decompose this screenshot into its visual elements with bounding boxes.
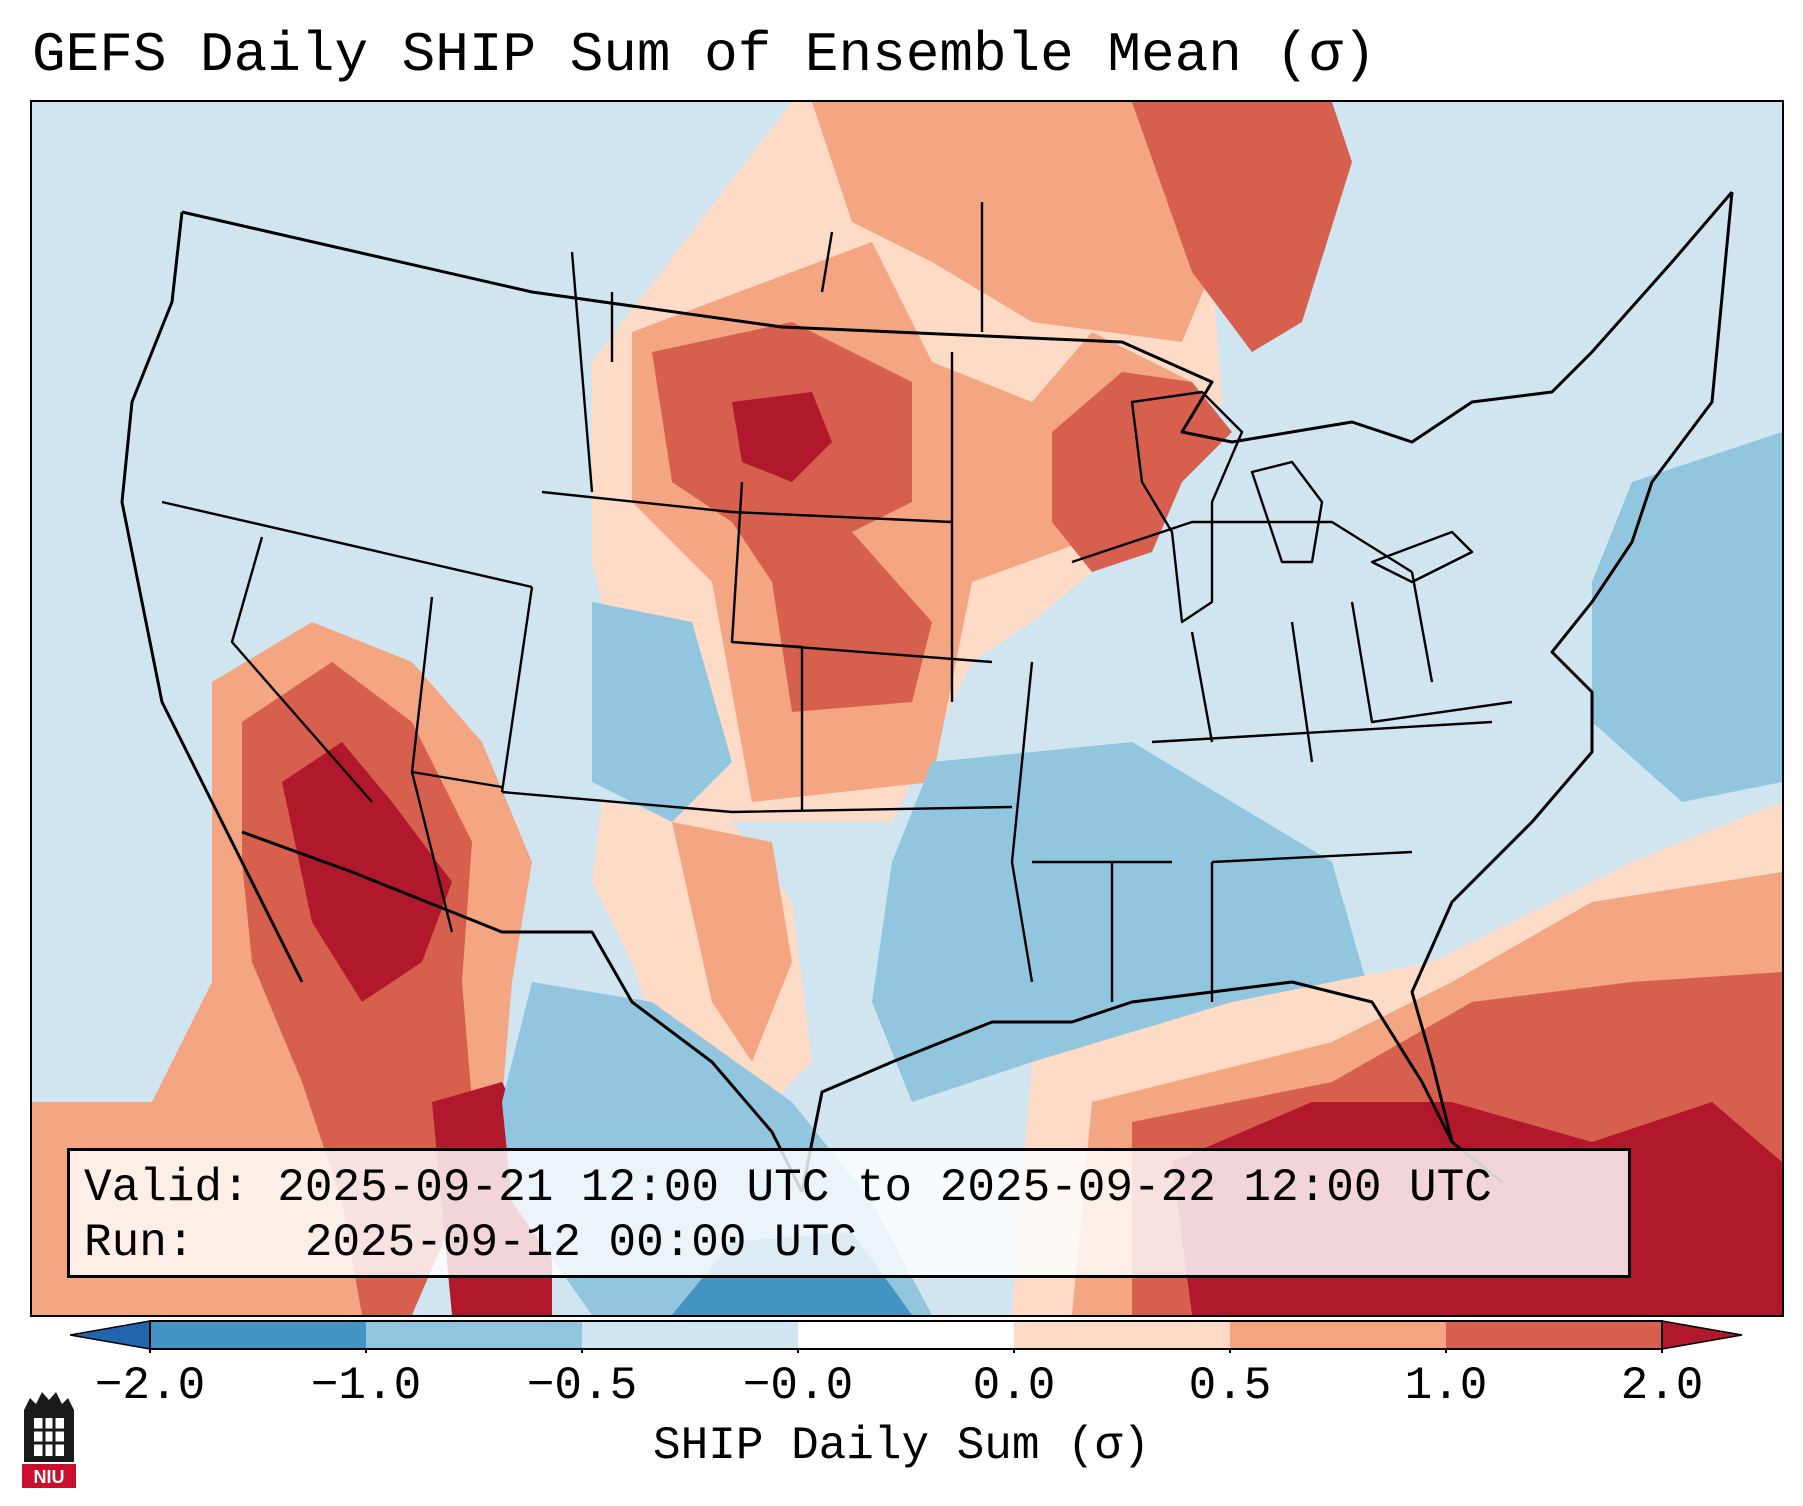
- great-lakes-outline: [1130, 390, 1474, 624]
- anomaly-nm-tx-strong: [672, 822, 792, 1062]
- logo-text: NIU: [34, 1467, 65, 1487]
- colorbar-bin-5: [1014, 1321, 1230, 1349]
- anomaly-canada-core: [1132, 102, 1352, 352]
- colorbar: [70, 1320, 1743, 1353]
- atlantic-coast: [1410, 191, 1734, 1143]
- valid-value: 2025-09-21 12:00 UTC to 2025-09-22 12:00…: [277, 1162, 1492, 1214]
- colorbar-extend-high: [1661, 1320, 1743, 1350]
- anomaly-colorado-cool: [592, 602, 732, 822]
- political-boundaries: [120, 191, 1734, 1193]
- anomaly-southwest-peak: [282, 742, 452, 1002]
- us-canada-border: [181, 191, 1734, 444]
- anomaly-dakotas-peak: [732, 392, 832, 482]
- colorbar-tick-label: 0.5: [1188, 1360, 1272, 1412]
- colorbar-bin-2: [366, 1321, 582, 1349]
- us-mexico-border: [241, 830, 804, 1193]
- anomaly-dakotas-core: [652, 322, 932, 712]
- state-lines: [161, 202, 1513, 1002]
- valid-label: Valid:: [84, 1162, 250, 1214]
- colorbar-tick-label: 2.0: [1620, 1360, 1704, 1412]
- niu-logo: NIU: [22, 1392, 76, 1488]
- colorbar-ticks: [149, 1349, 1663, 1353]
- run-label: Run:: [84, 1217, 195, 1269]
- us-west-coast: [120, 211, 304, 983]
- colorbar-bin-4: [798, 1321, 1014, 1349]
- map-title: GEFS Daily SHIP Sum of Ensemble Mean (σ): [32, 23, 1377, 87]
- anomaly-canada-warm: [812, 102, 1232, 342]
- colorbar-tick-label: 0.0: [972, 1360, 1056, 1412]
- gulf-coast: [800, 980, 1503, 1193]
- colorbar-tick-label: 1.0: [1404, 1360, 1488, 1412]
- colorbar-bin-1: [150, 1321, 366, 1349]
- colorbar-bin-3: [582, 1321, 798, 1349]
- colorbar-label: SHIP Daily Sum (σ): [653, 1420, 1150, 1472]
- colorbar-tick-label: −0.5: [526, 1360, 638, 1412]
- map-panel: [30, 100, 1784, 1317]
- colorbar-tick-label: −1.0: [310, 1360, 422, 1412]
- run-value: 2025-09-12 00:00 UTC: [304, 1217, 857, 1269]
- colorbar-tick-label: −0.0: [742, 1360, 854, 1412]
- valid-run-info-box: Valid: 2025-09-21 12:00 UTC to 2025-09-2…: [67, 1148, 1631, 1278]
- colorbar-bin-6: [1230, 1321, 1446, 1349]
- colorbar-extend-low: [70, 1320, 151, 1350]
- anomaly-atlantic-cool: [1592, 432, 1782, 802]
- colorbar-tick-label: −2.0: [94, 1360, 206, 1412]
- colorbar-bin-7: [1446, 1321, 1662, 1349]
